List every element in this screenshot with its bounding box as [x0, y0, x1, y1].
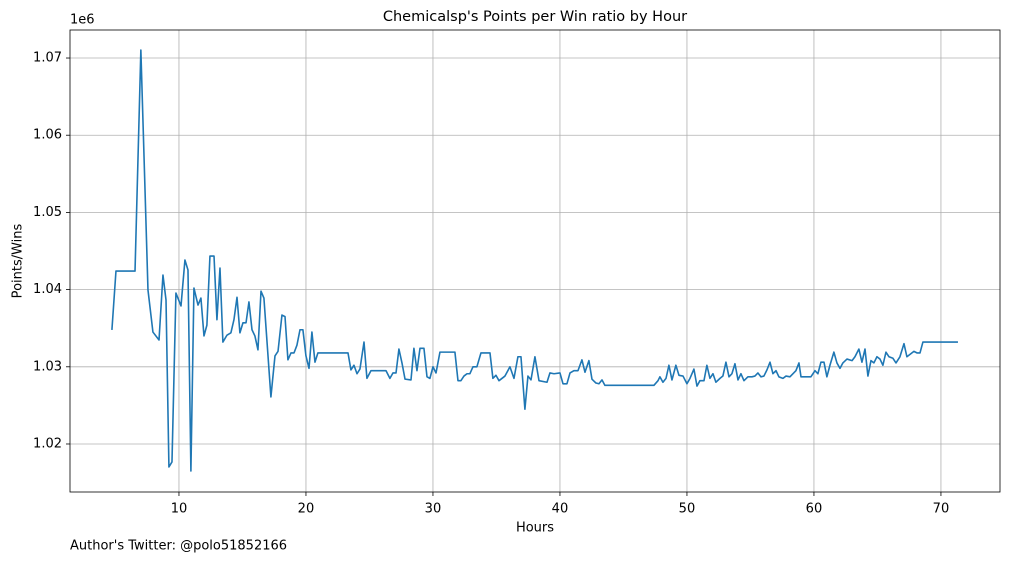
- x-tick-label: 30: [425, 502, 442, 517]
- x-tick-label: 50: [679, 502, 696, 517]
- y-tick-label: 1.04: [33, 282, 62, 297]
- y-tick-label: 1.05: [33, 205, 62, 220]
- x-tick-label: 70: [933, 502, 950, 517]
- plot-frame: [69, 29, 1001, 493]
- x-tick-label: 40: [552, 502, 569, 517]
- y-tick-label: 1.02: [33, 436, 62, 451]
- y-tick-label: 1.07: [33, 51, 62, 66]
- data-line: [111, 49, 958, 472]
- y-offset-label: 1e6: [70, 13, 95, 28]
- x-tick-label: 60: [806, 502, 823, 517]
- x-tick-label: 20: [298, 502, 315, 517]
- y-tick-label: 1.06: [33, 128, 62, 143]
- x-axis-label: Hours: [516, 521, 554, 536]
- x-tick-label: 10: [171, 502, 188, 517]
- chart-title: Chemicalsp's Points per Win ratio by Hou…: [383, 9, 687, 25]
- annotation: Author's Twitter: @polo51852166: [70, 539, 287, 554]
- y-axis-label: Points/Wins: [11, 223, 26, 298]
- y-tick-label: 1.03: [33, 359, 62, 374]
